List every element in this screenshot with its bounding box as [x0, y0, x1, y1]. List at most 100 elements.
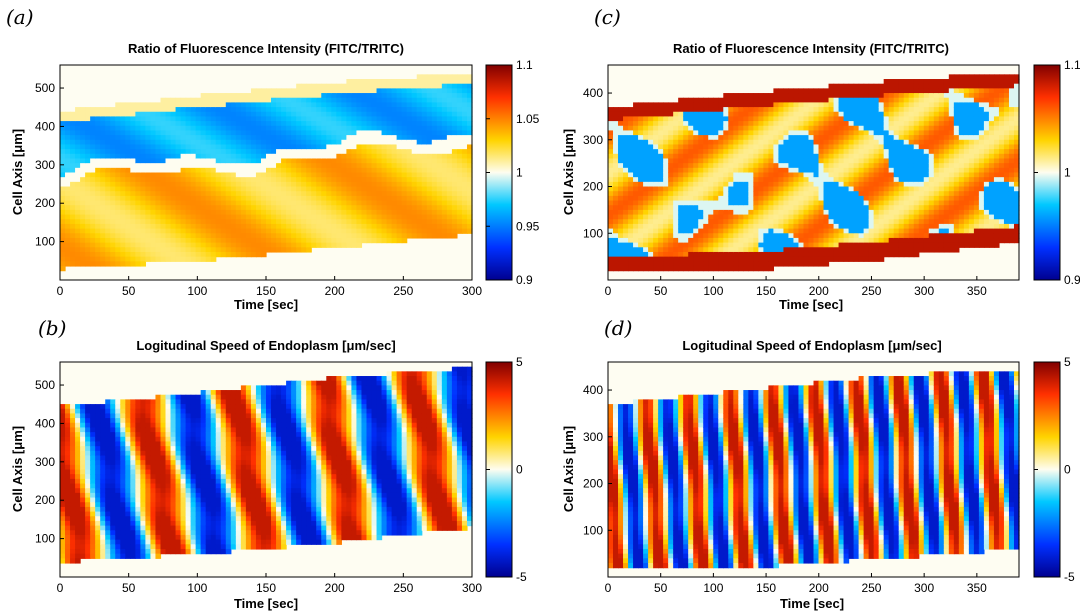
heatmap-cell — [230, 242, 237, 248]
heatmap-cell — [326, 214, 332, 220]
heatmap-cell — [125, 158, 131, 164]
heatmap-cell — [75, 135, 81, 141]
heatmap-cell — [65, 228, 71, 234]
heatmap-cell — [65, 422, 71, 429]
heatmap-cell — [150, 460, 157, 466]
heatmap-cell — [321, 93, 327, 99]
heatmap-cell — [301, 539, 307, 545]
heatmap-cell — [271, 88, 277, 94]
heatmap-cell — [130, 474, 136, 480]
heatmap-cell — [170, 167, 177, 174]
panel-label-a: (a) — [6, 5, 34, 29]
heatmap-cell — [110, 139, 116, 146]
heatmap-cell — [145, 413, 152, 419]
heatmap-cell — [341, 209, 347, 216]
heatmap-cell — [336, 376, 342, 382]
heatmap-cell — [70, 446, 76, 452]
heatmap-cell — [110, 177, 116, 183]
heatmap-cell — [371, 205, 378, 211]
heatmap-cell — [80, 228, 86, 234]
heatmap-cell — [316, 394, 322, 400]
heatmap-cell — [65, 488, 71, 494]
heatmap-cell — [70, 139, 76, 146]
heatmap-cell — [416, 195, 423, 202]
heatmap-cell — [426, 205, 433, 211]
heatmap-cell — [451, 130, 458, 136]
heatmap-cell — [346, 149, 353, 155]
heatmap-cell — [110, 460, 116, 466]
heatmap-cell — [225, 413, 232, 419]
heatmap-cell — [165, 135, 172, 141]
heatmap-cell — [341, 228, 347, 234]
heatmap-cell — [250, 209, 257, 216]
heatmap-cell — [426, 93, 433, 99]
heatmap-cell — [215, 186, 222, 192]
heatmap-cell — [255, 219, 262, 225]
heatmap-cell — [170, 436, 177, 443]
heatmap-cell — [346, 186, 353, 192]
heatmap-cell — [175, 107, 182, 113]
heatmap-cell — [316, 135, 322, 141]
heatmap-cell — [215, 464, 222, 471]
heatmap-cell — [260, 483, 267, 489]
heatmap-cell — [65, 483, 71, 489]
heatmap-cell — [220, 223, 227, 230]
heatmap-cell — [215, 228, 222, 234]
heatmap-cell — [230, 502, 237, 508]
heatmap-cell — [391, 135, 398, 141]
heatmap-cell — [130, 209, 136, 216]
heatmap-cell — [436, 191, 443, 197]
heatmap-cell — [60, 548, 66, 555]
heatmap-cell — [266, 413, 272, 419]
heatmap-cell — [160, 464, 167, 471]
heatmap-cell — [336, 172, 342, 178]
heatmap-cell — [311, 116, 317, 122]
heatmap-cell — [145, 172, 152, 178]
heatmap-cell — [235, 130, 242, 136]
heatmap-cell — [200, 242, 207, 248]
heatmap-cell — [331, 214, 337, 220]
colorbar-tick-label: 1.1 — [516, 58, 533, 72]
heatmap-cell — [321, 107, 327, 113]
heatmap-cell — [301, 427, 307, 433]
heatmap-cell — [155, 506, 162, 513]
heatmap-cell — [306, 242, 312, 248]
heatmap-cell — [105, 135, 111, 141]
heatmap-cell — [205, 413, 212, 419]
heatmap-cell — [411, 158, 418, 164]
heatmap-cell — [306, 186, 312, 192]
heatmap-cell — [321, 130, 327, 136]
heatmap-cell — [235, 177, 242, 183]
heatmap-cell — [255, 130, 262, 136]
heatmap-cell — [215, 237, 222, 244]
heatmap-cell — [110, 125, 116, 132]
heatmap-cell — [311, 525, 317, 531]
heatmap-cell — [341, 390, 347, 396]
heatmap-cell — [446, 149, 453, 155]
heatmap-cell — [105, 525, 111, 531]
heatmap-cell — [456, 163, 463, 169]
heatmap-cell — [321, 432, 327, 438]
heatmap-cell — [180, 539, 187, 545]
heatmap-cell — [456, 125, 463, 132]
heatmap-cell — [165, 163, 172, 169]
heatmap-cell — [396, 125, 403, 132]
heatmap-cell — [371, 139, 378, 146]
heatmap-cell — [396, 121, 403, 127]
heatmap-cell — [311, 214, 317, 220]
heatmap-cell — [220, 427, 227, 433]
heatmap-cell — [260, 153, 267, 160]
heatmap-cell — [90, 125, 96, 132]
heatmap-cell — [80, 520, 86, 527]
heatmap-cell — [356, 492, 363, 499]
heatmap-cell — [230, 209, 237, 216]
heatmap-cell — [411, 186, 418, 192]
heatmap-cell — [170, 530, 177, 536]
heatmap-cell — [175, 214, 182, 220]
heatmap-cell — [266, 167, 272, 174]
heatmap-cell — [155, 219, 162, 225]
heatmap-cell — [281, 394, 287, 400]
heatmap-cell — [215, 251, 222, 258]
heatmap-cell — [331, 233, 337, 239]
heatmap-cell — [90, 261, 96, 267]
